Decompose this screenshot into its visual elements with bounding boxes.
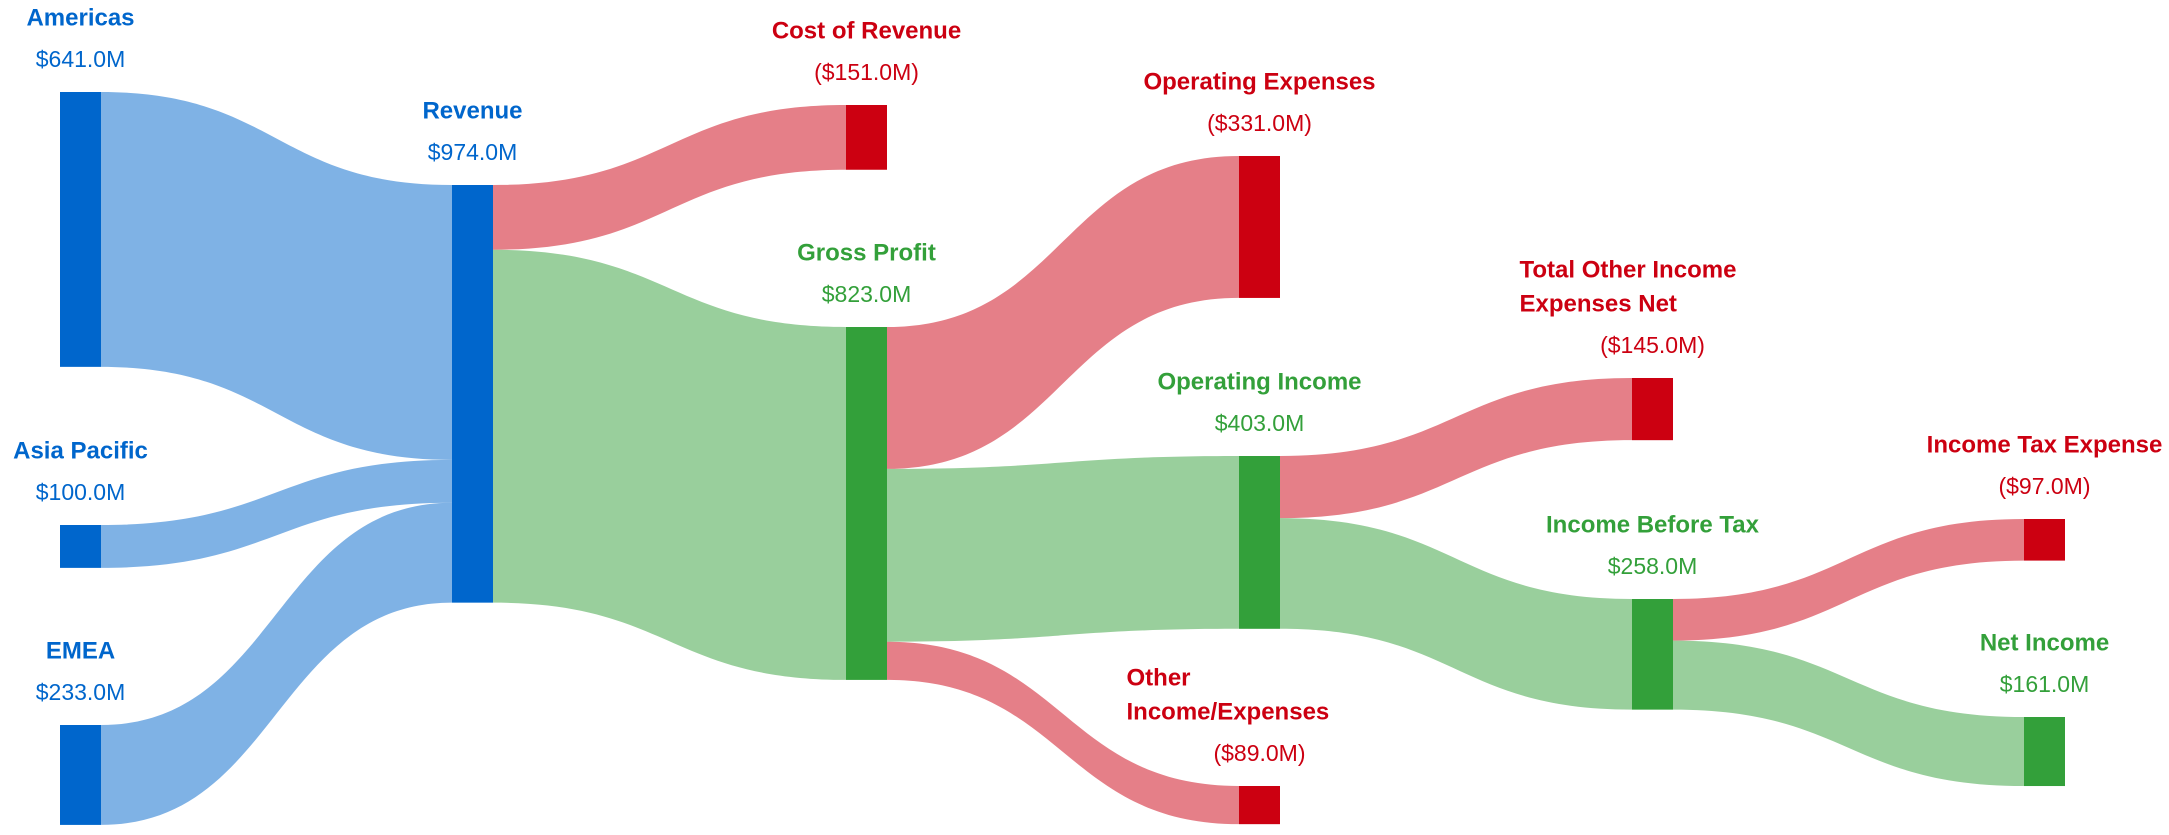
node bbox=[2024, 717, 2065, 787]
node-name: Income Before Tax bbox=[1546, 511, 1760, 538]
node-value: $641.0M bbox=[36, 46, 126, 72]
node bbox=[846, 327, 887, 680]
node-value: $100.0M bbox=[36, 479, 126, 505]
node bbox=[60, 725, 101, 825]
node-name: Revenue bbox=[422, 97, 522, 124]
node-name: Operating Income bbox=[1157, 368, 1361, 395]
node bbox=[60, 92, 101, 367]
node-name: Net Income bbox=[1980, 629, 2109, 656]
link bbox=[887, 456, 1239, 642]
link bbox=[493, 105, 846, 250]
node-name: Americas bbox=[26, 4, 134, 31]
link bbox=[887, 641, 1239, 825]
node-value: $161.0M bbox=[2000, 671, 2090, 697]
node bbox=[1239, 456, 1280, 629]
link bbox=[493, 249, 846, 680]
node-name: Total Other Income bbox=[1520, 256, 1737, 283]
node bbox=[2024, 519, 2065, 561]
node-name: Gross Profit bbox=[797, 239, 936, 266]
link bbox=[1280, 378, 1632, 519]
link bbox=[101, 459, 452, 568]
node-value: $823.0M bbox=[822, 281, 912, 307]
node bbox=[1632, 599, 1673, 710]
node bbox=[452, 185, 493, 603]
link bbox=[887, 156, 1239, 469]
node-value: $974.0M bbox=[428, 139, 518, 165]
node-name: EMEA bbox=[46, 637, 115, 664]
node-name: Other bbox=[1127, 664, 1191, 691]
node-name: Operating Expenses bbox=[1143, 68, 1375, 95]
link bbox=[1280, 518, 1632, 710]
node-value: ($151.0M) bbox=[814, 59, 919, 85]
node-name: Expenses Net bbox=[1520, 290, 1677, 317]
node-name: Income/Expenses bbox=[1127, 698, 1330, 725]
node bbox=[1239, 156, 1280, 298]
node bbox=[1239, 786, 1280, 825]
node-value: ($145.0M) bbox=[1600, 332, 1705, 358]
node-value: ($89.0M) bbox=[1213, 740, 1305, 766]
node bbox=[60, 525, 101, 568]
node-value: $233.0M bbox=[36, 679, 126, 705]
node-value: $403.0M bbox=[1215, 410, 1305, 436]
node-name: Income Tax Expense bbox=[1927, 431, 2163, 458]
node-value: $258.0M bbox=[1608, 553, 1698, 579]
node bbox=[846, 105, 887, 170]
link bbox=[1673, 640, 2024, 787]
link bbox=[101, 92, 452, 460]
node-value: ($331.0M) bbox=[1207, 110, 1312, 136]
link bbox=[1673, 519, 2024, 641]
node bbox=[1632, 378, 1673, 441]
node-name: Cost of Revenue bbox=[772, 17, 961, 44]
node-value: ($97.0M) bbox=[1998, 473, 2090, 499]
node-name: Asia Pacific bbox=[13, 437, 148, 464]
link bbox=[101, 502, 452, 825]
